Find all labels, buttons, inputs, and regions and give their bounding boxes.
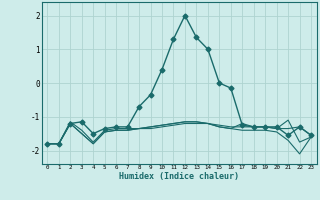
X-axis label: Humidex (Indice chaleur): Humidex (Indice chaleur) xyxy=(119,172,239,181)
